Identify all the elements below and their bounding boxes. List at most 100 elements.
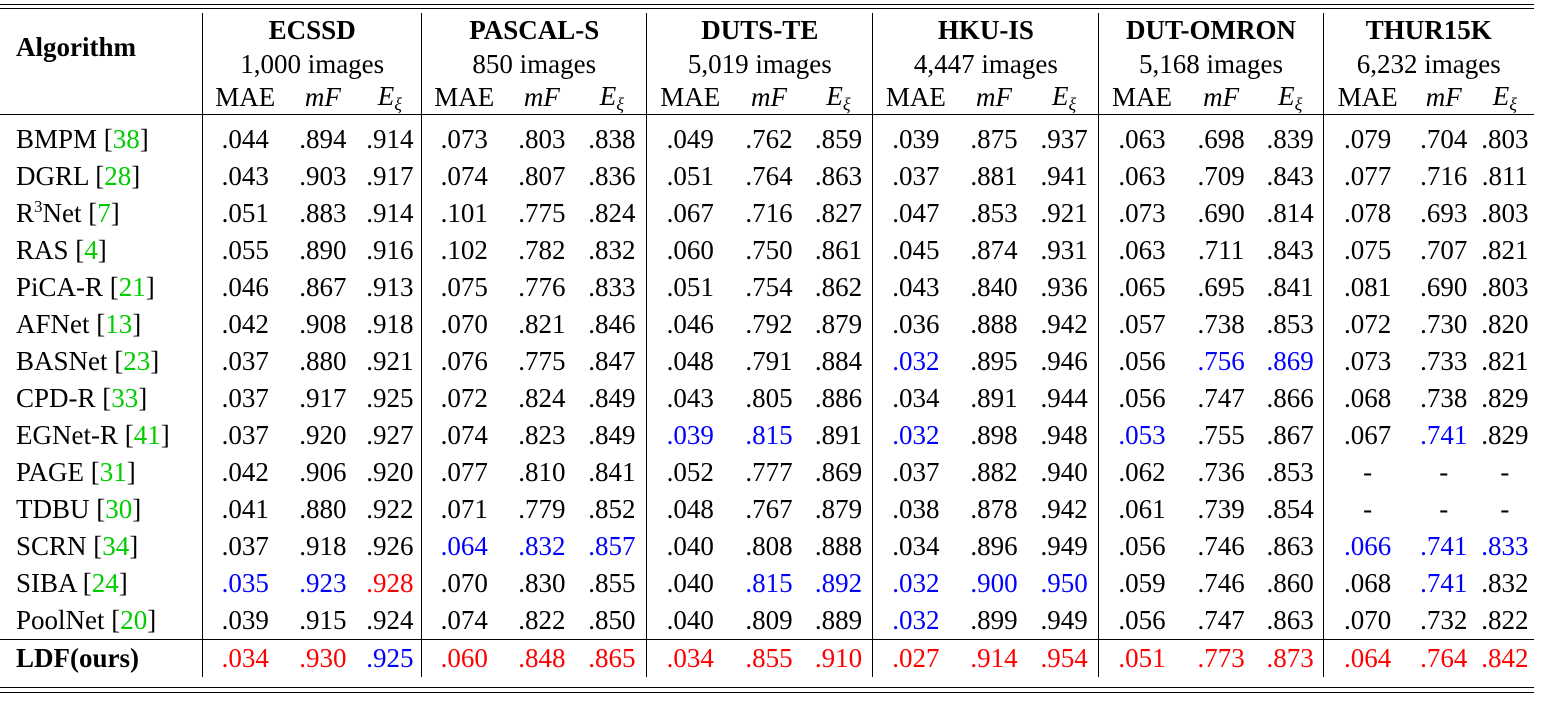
metric-value-cell: .101 (422, 195, 507, 232)
metric-mf-header: mF (506, 81, 577, 115)
metric-value-cell: .709 (1185, 158, 1258, 195)
metric-value-cell: .782 (506, 232, 577, 269)
dataset-name: HKU-IS (873, 13, 1099, 47)
metric-value-cell: .853 (1258, 306, 1323, 343)
metric-e-E: E (826, 81, 843, 111)
metric-value-cell: .899 (958, 602, 1029, 640)
metric-value-cell: .739 (1185, 491, 1258, 528)
ref-bracket-open: [ (110, 272, 119, 302)
citation-link[interactable]: 33 (111, 383, 138, 413)
ref-bracket-close: ] (138, 383, 147, 413)
metric-value-cell: .949 (1030, 528, 1099, 565)
metric-value-cell: .891 (958, 380, 1029, 417)
ref-bracket-open: [ (93, 531, 102, 561)
metric-value-cell: .863 (1258, 528, 1323, 565)
dataset-name: ECSSD (203, 13, 422, 47)
metric-value-cell: .037 (203, 528, 288, 565)
metric-value-cell: .843 (1258, 232, 1323, 269)
metric-value-cell: .037 (873, 158, 959, 195)
metric-value-cell: .048 (647, 343, 734, 380)
metric-value-cell: .890 (287, 232, 358, 269)
algorithm-name-cell: BMPM [38] (0, 115, 203, 159)
metric-value-cell: .803 (1476, 269, 1534, 306)
metric-value-cell: .860 (1258, 565, 1323, 602)
citation-link[interactable]: 4 (84, 235, 98, 265)
citation-link[interactable]: 20 (120, 605, 147, 635)
metric-e-E: E (378, 81, 395, 111)
metric-value-cell: .874 (958, 232, 1029, 269)
metric-value-cell: .880 (287, 491, 358, 528)
metric-value-cell: .829 (1476, 417, 1534, 454)
citation-link[interactable]: 23 (123, 346, 150, 376)
metric-value-cell: .850 (578, 602, 647, 640)
metric-value-cell: .949 (1030, 602, 1099, 640)
citation-link[interactable]: 31 (100, 457, 127, 487)
metric-value-cell: .068 (1323, 565, 1412, 602)
metric-value-cell: .926 (359, 528, 422, 565)
citation-link[interactable]: 24 (92, 568, 119, 598)
metric-e-subscript: ξ (394, 94, 402, 114)
algorithm-name: RAS (16, 235, 69, 265)
metric-value-cell: .822 (506, 602, 577, 640)
metric-value-cell: .747 (1185, 380, 1258, 417)
ref-bracket-open: [ (88, 198, 97, 228)
metric-value-cell: .741 (1412, 528, 1476, 565)
metric-value-cell: .866 (1258, 380, 1323, 417)
ref-bracket-open: [ (95, 161, 104, 191)
metric-value-cell: .046 (647, 306, 734, 343)
bottom-rule (0, 687, 1534, 688)
metric-e-header: Eξ (1030, 81, 1099, 115)
algorithm-name: CPD-R (16, 383, 96, 413)
algorithm-name-cell: AFNet [13] (0, 306, 203, 343)
metric-value-cell: .064 (422, 528, 507, 565)
dataset-name: DUT-OMRON (1099, 13, 1323, 47)
citation-link[interactable]: 30 (105, 494, 132, 524)
metric-value-cell: .827 (805, 195, 873, 232)
citation-link[interactable]: 41 (134, 420, 161, 450)
metric-value-cell: .051 (647, 269, 734, 306)
metric-mf-F: F (324, 82, 341, 112)
metric-value-cell: .733 (1412, 343, 1476, 380)
metric-value-cell: .878 (958, 491, 1029, 528)
header-row-images: 1,000 images 850 images 5,019 images 4,447 … (0, 47, 1534, 81)
citation-link[interactable]: 7 (97, 198, 111, 228)
ref-bracket-close: ] (127, 457, 136, 487)
ref-bracket-close: ] (146, 272, 155, 302)
algorithm-name-superscript: 3 (34, 197, 43, 216)
metric-value-cell: .821 (1476, 343, 1534, 380)
metric-value-cell: .052 (647, 454, 734, 491)
metric-e-header: Eξ (1476, 81, 1534, 115)
metric-value-cell: .773 (1185, 640, 1258, 678)
metric-value-cell: .059 (1099, 565, 1185, 602)
metric-value-cell: .047 (873, 195, 959, 232)
metric-e-E: E (1052, 81, 1069, 111)
metric-value-cell: .917 (287, 380, 358, 417)
ref-bracket-close: ] (132, 494, 141, 524)
metric-value-cell: .894 (287, 115, 358, 159)
metric-value-cell: .066 (1323, 528, 1412, 565)
citation-link[interactable]: 21 (119, 272, 146, 302)
metric-value-cell: .037 (203, 417, 288, 454)
top-rule-2 (0, 8, 1534, 9)
metric-value-cell: .920 (287, 417, 358, 454)
metric-value-cell: .762 (733, 115, 804, 159)
metric-e-E: E (600, 81, 617, 111)
table-row: AFNet [13] .042.908.918.070.821.846.046.7… (0, 306, 1534, 343)
citation-link[interactable]: 13 (105, 309, 132, 339)
table-row: CPD-R [33] .037.917.925.072.824.849.043.8… (0, 380, 1534, 417)
metric-value-cell: .073 (1323, 343, 1412, 380)
metric-value-cell: .043 (647, 380, 734, 417)
metric-value-cell: .852 (578, 491, 647, 528)
header-row-datasets: Algorithm ECSSD PASCAL-S DUTS-TE HKU-IS DUT-O… (0, 13, 1534, 47)
citation-link[interactable]: 34 (102, 531, 129, 561)
algorithm-name-cell: SCRN [34] (0, 528, 203, 565)
metric-mf-m: m (751, 82, 771, 112)
metric-value-cell: .900 (958, 565, 1029, 602)
citation-link[interactable]: 28 (104, 161, 131, 191)
metric-value-cell: .741 (1412, 565, 1476, 602)
algorithm-name: DGRL (16, 161, 89, 191)
metric-value-cell: .070 (422, 306, 507, 343)
algorithm-name-cell: PAGE [31] (0, 454, 203, 491)
citation-link[interactable]: 38 (113, 124, 140, 154)
ref-bracket-close: ] (98, 235, 107, 265)
